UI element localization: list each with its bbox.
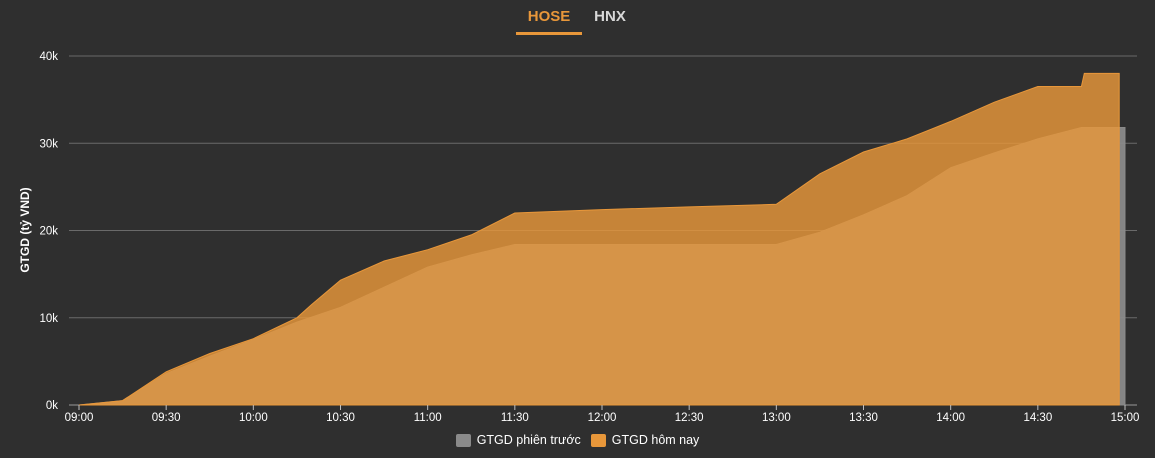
x-tick-label: 14:00	[936, 412, 965, 424]
x-tick-label: 13:00	[762, 412, 791, 424]
x-tick-label: 09:00	[65, 412, 94, 424]
legend-item-today[interactable]: GTGD hôm nay	[590, 433, 700, 447]
trading-value-chart: 0k 10k 20k 30k 40k 09:00 09:30 10:00 10:30 11:00 1…	[18, 51, 1139, 424]
x-tick-label: 11:30	[501, 412, 529, 424]
y-axis-label: GTGD (tỷ VND)	[18, 187, 32, 272]
tab-hnx[interactable]: HNX	[594, 8, 626, 25]
legend: GTGD phiên trước GTGD hôm nay	[0, 433, 1155, 447]
y-tick-label: 10k	[39, 313, 58, 325]
legend-label-previous: GTGD phiên trước	[476, 433, 581, 447]
series-areas	[78, 72, 1126, 406]
series-area-today	[78, 72, 1120, 406]
x-tick-label: 11:00	[414, 412, 442, 424]
legend-swatch-today	[590, 433, 606, 447]
y-tick-label: 0k	[46, 400, 58, 412]
tab-hose[interactable]: HOSE	[516, 6, 582, 35]
x-tick-label: 13:30	[849, 412, 878, 424]
x-tick-label: 12:00	[588, 412, 617, 424]
x-tick-label: 15:00	[1111, 412, 1140, 424]
axes: 0k 10k 20k 30k 40k 09:00 09:30 10:00 10:30 11:00 1…	[39, 51, 1139, 424]
x-tick-label: 14:30	[1023, 412, 1052, 424]
x-tick-label: 12:30	[675, 412, 704, 424]
legend-item-previous[interactable]: GTGD phiên trước	[455, 433, 581, 447]
legend-label-today: GTGD hôm nay	[611, 433, 700, 447]
x-tick-label: 09:30	[152, 412, 181, 424]
y-tick-label: 20k	[39, 226, 58, 238]
x-tick-label: 10:30	[326, 412, 355, 424]
market-tabs: HOSE HNX	[0, 0, 1155, 40]
y-tick-label: 40k	[39, 51, 58, 63]
y-tick-label: 30k	[39, 138, 58, 150]
x-tick-label: 10:00	[239, 412, 268, 424]
legend-swatch-previous	[455, 433, 471, 447]
